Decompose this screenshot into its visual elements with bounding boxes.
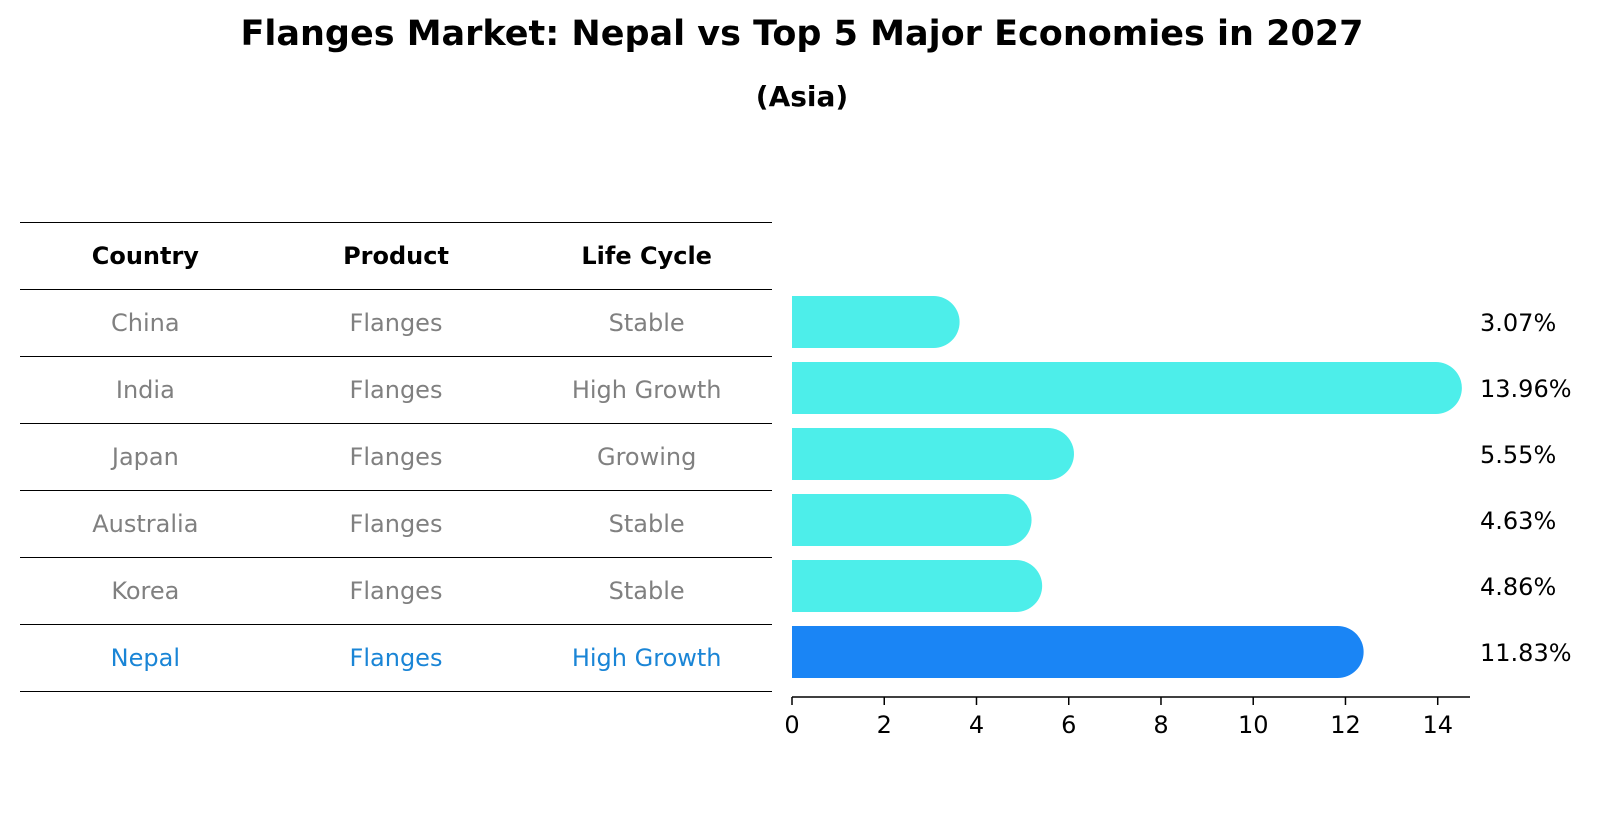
table-row: Australia Flanges Stable: [20, 491, 772, 558]
country-cell: Australia: [92, 510, 199, 538]
product-cell: Flanges: [349, 309, 443, 337]
country-cell: Korea: [111, 577, 180, 605]
country-cell: China: [111, 309, 180, 337]
bar-india: [792, 362, 1462, 414]
bar-nepal: [792, 626, 1364, 678]
data-label: 4.63%: [1480, 507, 1556, 535]
life-cycle-cell: Stable: [608, 577, 685, 605]
product-cell: Flanges: [349, 376, 443, 404]
product-cell: Flanges: [349, 443, 443, 471]
column-header-life-cycle: Life Cycle: [581, 242, 712, 270]
country-cell: Japan: [111, 443, 179, 471]
column-header-country: Country: [91, 242, 199, 270]
table-row: India Flanges High Growth: [20, 357, 772, 424]
data-label: 13.96%: [1480, 375, 1572, 403]
life-cycle-cell: High Growth: [571, 644, 722, 672]
life-cycle-cell: Stable: [608, 309, 685, 337]
x-tick-label: 4: [969, 711, 984, 739]
data-label: 4.86%: [1480, 573, 1556, 601]
chart-subtitle: (Asia): [755, 80, 849, 113]
life-cycle-cell: High Growth: [571, 376, 722, 404]
life-cycle-cell: Stable: [608, 510, 685, 538]
country-cell: India: [115, 376, 175, 404]
table-row-highlighted: Nepal Flanges High Growth: [20, 625, 772, 692]
table-row: Japan Flanges Growing: [20, 424, 772, 491]
bar-australia: [792, 494, 1032, 546]
x-tick-label: 6: [1061, 711, 1076, 739]
table-header-row: Country Product Life Cycle: [20, 222, 772, 290]
bar-korea: [792, 560, 1043, 612]
data-label: 3.07%: [1480, 309, 1556, 337]
column-header-product: Product: [343, 242, 449, 270]
table-row: Korea Flanges Stable: [20, 558, 772, 625]
data-label: 11.83%: [1480, 639, 1572, 667]
life-cycle-cell: Growing: [596, 443, 697, 471]
x-tick-label: 2: [877, 711, 892, 739]
country-table: Country Product Life Cycle China Flanges…: [20, 222, 772, 692]
bar-japan: [792, 428, 1074, 480]
chart-title: Flanges Market: Nepal vs Top 5 Major Eco…: [240, 14, 1364, 54]
product-cell: Flanges: [349, 577, 443, 605]
x-tick-label: 0: [784, 711, 799, 739]
country-cell: Nepal: [110, 644, 180, 672]
x-tick-label: 14: [1422, 711, 1453, 739]
x-tick-label: 12: [1330, 711, 1361, 739]
bar-china: [792, 296, 960, 348]
x-tick-label: 10: [1238, 711, 1269, 739]
data-label: 5.55%: [1480, 441, 1556, 469]
table-row: China Flanges Stable: [20, 290, 772, 357]
x-tick-label: 8: [1153, 711, 1168, 739]
product-cell: Flanges: [349, 510, 443, 538]
product-cell: Flanges: [349, 644, 443, 672]
